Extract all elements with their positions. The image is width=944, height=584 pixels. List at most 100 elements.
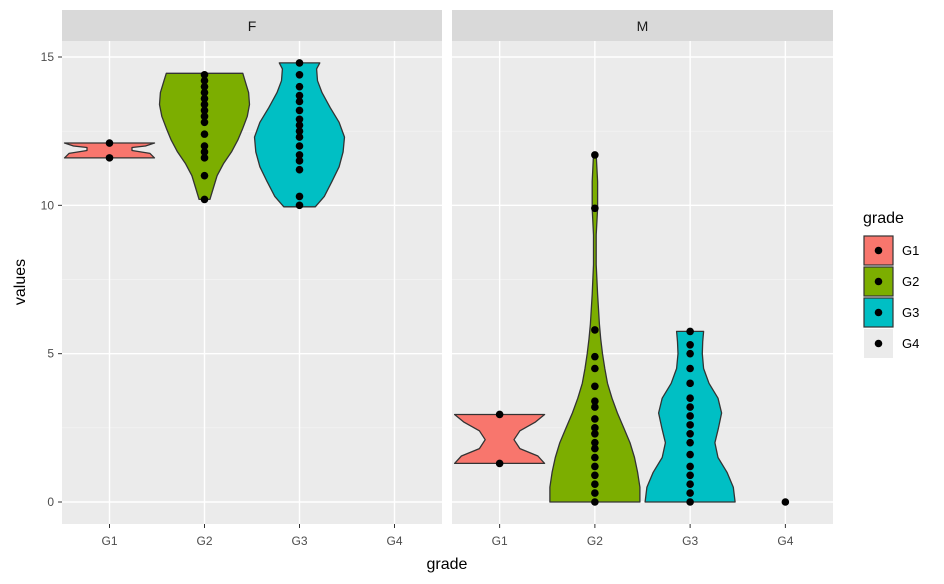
legend-label-G4: G4 [902, 336, 919, 351]
violin-M-G1 [453, 413, 546, 465]
point-M-G2 [591, 453, 599, 462]
point-M-G3 [686, 340, 694, 349]
y-axis-title: values [12, 259, 29, 305]
point-F-G2 [200, 94, 209, 103]
point-F-G3 [295, 192, 304, 201]
point-M-G2 [591, 424, 599, 432]
point-M-G2 [591, 204, 599, 213]
panel-M: M G1 G2 G3 G4 [452, 10, 833, 548]
point-F-G2 [200, 106, 209, 115]
point-F-G3 [295, 91, 304, 100]
point-M-G3 [686, 394, 694, 402]
legend-label-G3: G3 [902, 305, 919, 320]
point-M-G3 [686, 450, 694, 459]
point-M-G3 [686, 438, 694, 447]
point-F-G3 [295, 201, 304, 210]
point-F-G2 [200, 76, 209, 85]
point-M-G3 [686, 489, 694, 497]
point-M-G1 [495, 410, 504, 419]
point-M-G2 [591, 480, 599, 489]
x-axis-title: grade [427, 556, 468, 573]
point-F-G3 [295, 97, 304, 106]
panel-background-F [62, 41, 442, 524]
strip-label-F: F [248, 18, 257, 34]
point-M-G3 [686, 462, 694, 471]
point-M-G2 [591, 364, 599, 373]
point-F-G3 [295, 157, 304, 165]
point-M-G2 [591, 403, 599, 411]
point-F-G3 [295, 115, 304, 124]
point-M-G3 [686, 403, 694, 411]
strip-F [62, 10, 442, 41]
point-M-G2 [591, 326, 599, 334]
point-M-G2 [591, 397, 599, 405]
point-M-G2 [591, 498, 599, 506]
point-M-G3 [686, 480, 694, 489]
point-M-G2 [591, 462, 599, 471]
y-tick-label: 10 [41, 198, 55, 212]
point-M-G4 [781, 498, 790, 506]
point-F-G2 [200, 88, 209, 97]
point-F-G1 [105, 139, 114, 147]
x-tick-label-M-G4: G4 [777, 534, 793, 548]
point-F-G3 [295, 82, 304, 91]
strip-label-M: M [637, 18, 649, 34]
point-M-G2 [591, 151, 599, 159]
strip-M [452, 10, 833, 41]
point-F-G2 [200, 118, 209, 127]
facet-panels: F G1 G2 G3 G4 M G1 G2 G3 G4 0 5 10 15 [41, 10, 833, 548]
point-M-G3 [686, 412, 694, 420]
point-M-G1 [495, 459, 504, 468]
point-F-G3 [295, 127, 304, 135]
point-F-G3 [295, 59, 304, 67]
point-F-G2 [200, 82, 209, 91]
point-F-G2 [200, 171, 209, 180]
legend-key-point-G2 [874, 277, 883, 286]
legend-label-G2: G2 [902, 274, 919, 289]
point-M-G3 [686, 327, 694, 336]
point-F-G2 [200, 130, 209, 138]
point-F-G3 [295, 165, 304, 174]
legend-key-point-G3 [874, 308, 883, 317]
point-M-G3 [686, 349, 694, 358]
point-M-G3 [686, 364, 694, 373]
point-F-G3 [295, 151, 304, 159]
legend-key-G1 [863, 235, 894, 266]
y-tick-label: 0 [47, 495, 54, 509]
point-M-G2 [591, 444, 599, 453]
point-M-G2 [591, 352, 599, 361]
point-M-G2 [591, 438, 599, 447]
point-F-G3 [295, 133, 304, 141]
violin-F-G1 [63, 142, 156, 159]
x-tick-label-M-G3: G3 [682, 534, 698, 548]
y-tick-label: 5 [47, 347, 54, 361]
point-F-G3 [295, 71, 304, 79]
point-M-G2 [591, 415, 599, 423]
legend-label-G1: G1 [902, 243, 919, 258]
x-tick-label-F-G1: G1 [101, 534, 117, 548]
y-tick-label: 15 [41, 50, 55, 64]
point-F-G2 [200, 195, 209, 204]
x-tick-label-M-G2: G2 [587, 534, 603, 548]
point-M-G2 [591, 489, 599, 497]
point-F-G2 [200, 148, 209, 156]
point-M-G2 [591, 471, 599, 480]
point-M-G2 [591, 429, 599, 438]
legend-key-point-G1 [874, 246, 883, 255]
point-M-G3 [686, 421, 694, 429]
point-M-G3 [686, 379, 694, 388]
point-F-G2 [200, 154, 209, 162]
point-F-G3 [295, 106, 304, 115]
x-tick-label-F-G4: G4 [386, 534, 402, 548]
point-F-G2 [200, 112, 209, 121]
point-M-G3 [686, 498, 694, 506]
point-F-G2 [200, 71, 209, 79]
legend-key-point-G4 [874, 339, 883, 348]
point-F-G2 [200, 142, 209, 150]
legend-key-G3 [863, 297, 894, 328]
legend: grade G1 G2 G3 G4 [863, 210, 919, 358]
point-F-G3 [295, 121, 304, 130]
point-F-G2 [200, 100, 209, 109]
x-tick-label-F-G2: G2 [196, 534, 212, 548]
